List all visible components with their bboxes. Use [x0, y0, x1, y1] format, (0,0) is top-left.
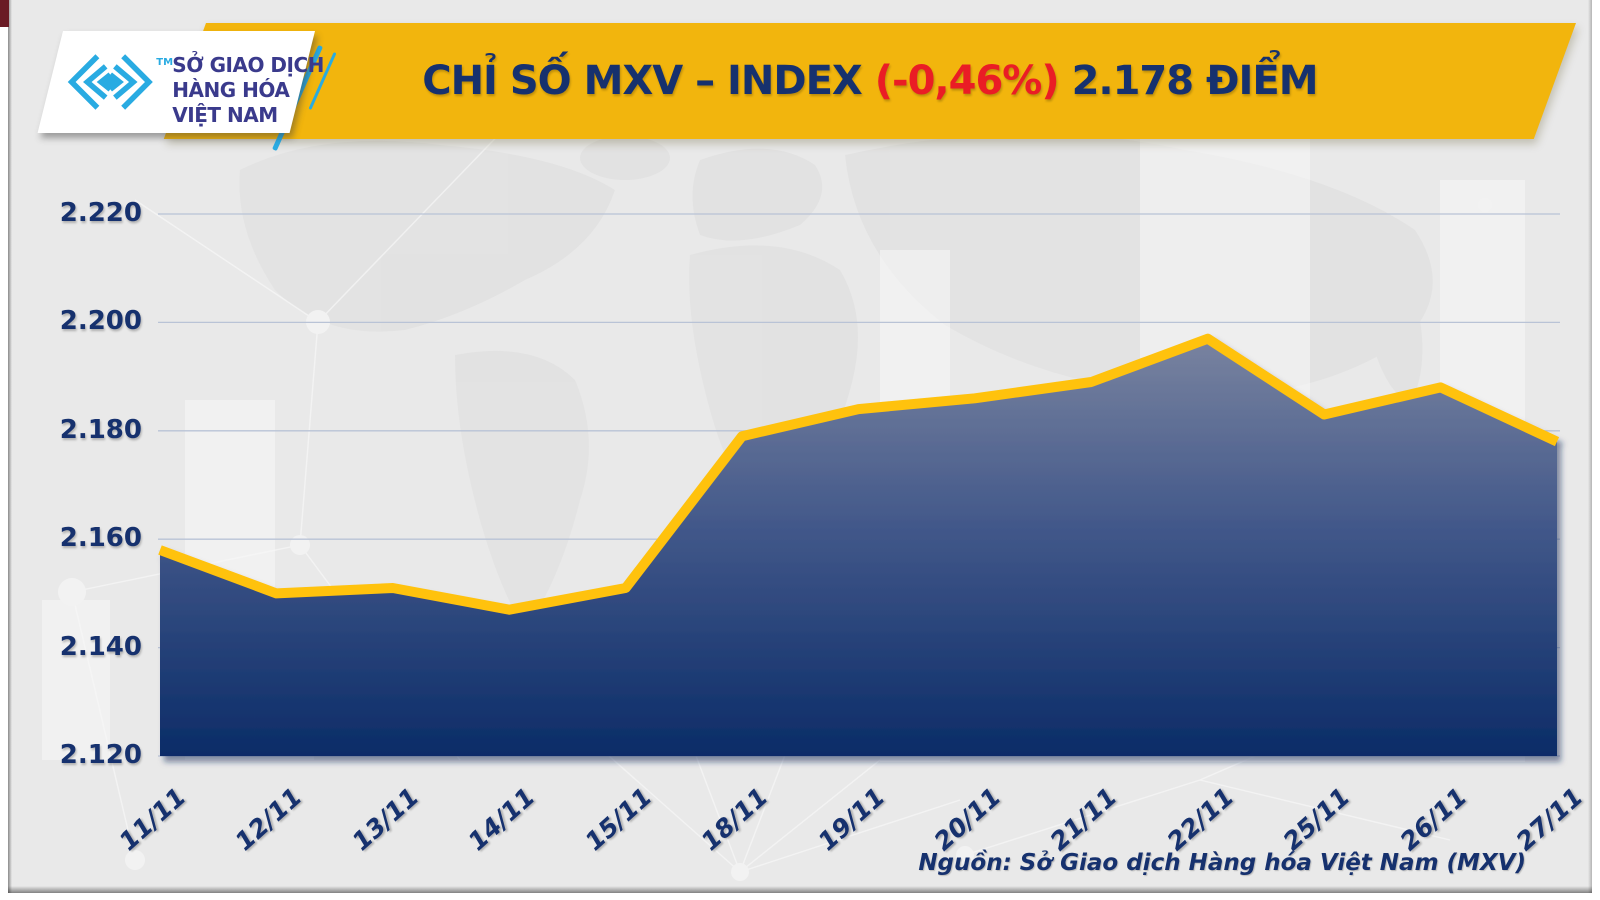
chart-title: CHỈ SỐ MXV – INDEX (-0,46%) 2.178 ĐIỂM [185, 23, 1555, 139]
chart-title-points: 2.178 ĐIỂM [1058, 58, 1318, 104]
y-tick-label: 2.120 [59, 740, 142, 770]
screen-artifact [0, 0, 9, 27]
page-margin-right [1592, 0, 1600, 900]
logo-org-name: SỞ GIAO DỊCH HÀNG HÓA VIỆT NAM [172, 53, 324, 128]
mxv-index-chart: 2.220 2.200 2.180 2.160 2.140 2.120 11/11 12/1… [8, 0, 1592, 893]
logo-line-3: VIỆT NAM [172, 103, 278, 127]
y-tick-label: 2.220 [59, 198, 142, 228]
mxv-logo: TM SỞ GIAO DỊCH HÀNG HÓA VIỆT NAM [50, 31, 324, 133]
trademark-symbol: TM [156, 57, 174, 68]
y-tick-label: 2.200 [59, 306, 142, 337]
area-fill [160, 338, 1557, 756]
source-caption: Nguồn: Sở Giao dịch Hàng hóa Việt Nam (M… [918, 850, 1526, 876]
page-margin-left [0, 0, 8, 900]
constellation-lines [71, 91, 1501, 873]
y-tick-label: 2.140 [59, 631, 142, 662]
mxv-logo-card: TM SỞ GIAO DỊCH HÀNG HÓA VIỆT NAM [37, 31, 324, 133]
sheet-shadow-bottom [8, 886, 1592, 893]
sheet-shadow-right [1588, 0, 1592, 893]
title-banner: CHỈ SỐ MXV – INDEX (-0,46%) 2.178 ĐIỂM [163, 23, 1577, 139]
mxv-logo-icon [67, 54, 153, 110]
y-tick-label: 2.180 [59, 414, 142, 445]
index-line [158, 333, 1560, 615]
canvas-sheet: 2.220 2.200 2.180 2.160 2.140 2.120 11/11 12/1… [8, 0, 1592, 893]
sheet-shadow-left [8, 0, 12, 893]
chart-title-change: (-0,46%) [874, 58, 1059, 104]
y-tick-label: 2.160 [59, 523, 142, 554]
chart-title-main: CHỈ SỐ MXV – INDEX [422, 58, 875, 104]
page-margin-bottom [0, 893, 1600, 900]
logo-line-1: SỞ GIAO DỊCH [172, 53, 324, 77]
logo-line-2: HÀNG HÓA [172, 78, 290, 102]
